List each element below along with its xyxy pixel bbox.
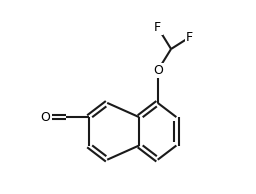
Text: O: O	[40, 111, 50, 124]
Text: F: F	[186, 31, 193, 44]
Text: F: F	[154, 21, 161, 34]
Text: O: O	[153, 64, 163, 77]
